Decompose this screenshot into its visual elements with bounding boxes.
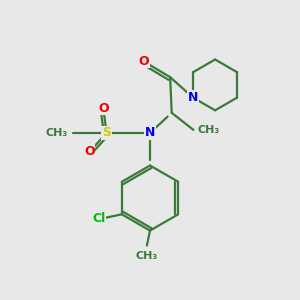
Text: O: O — [84, 145, 95, 158]
Text: S: S — [102, 127, 111, 140]
Text: O: O — [139, 55, 149, 68]
Text: CH₃: CH₃ — [136, 251, 158, 261]
Text: CH₃: CH₃ — [46, 128, 68, 138]
Text: O: O — [98, 102, 109, 115]
Text: CH₃: CH₃ — [197, 125, 219, 135]
Text: N: N — [145, 127, 155, 140]
Text: Cl: Cl — [92, 212, 105, 226]
Text: N: N — [188, 91, 198, 104]
